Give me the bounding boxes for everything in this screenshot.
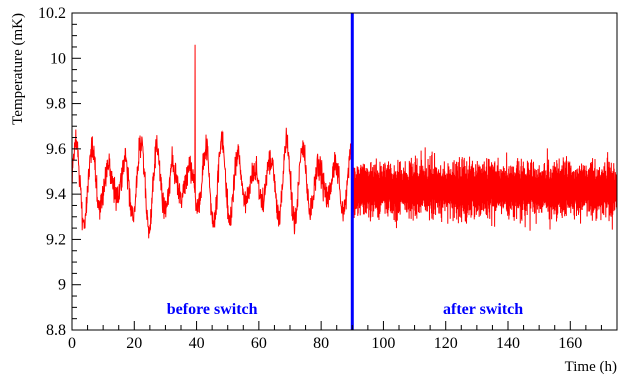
y-tick-label: 9.8 — [46, 96, 66, 113]
y-tick-label: 10.2 — [38, 5, 66, 22]
y-tick-label: 9.6 — [46, 141, 66, 158]
y-tick-label: 9 — [58, 277, 66, 294]
temperature-series-segment — [351, 147, 618, 231]
y-tick-label: 10 — [50, 50, 66, 67]
x-axis: 0 20 40 60 80 100 120 140 160 — [68, 321, 618, 352]
annotation-label: before switch — [167, 301, 258, 318]
annotations: before switch after switch — [167, 301, 524, 318]
x-tick-label: 120 — [434, 335, 458, 352]
series-layer — [71, 44, 618, 239]
y-tick-label: 8.8 — [46, 322, 66, 339]
annotation-label: after switch — [443, 301, 523, 318]
y-axis-title: Temperature (mK) — [10, 13, 26, 125]
x-tick-label: 80 — [313, 335, 329, 352]
x-tick-label: 40 — [189, 335, 205, 352]
x-tick-label: 160 — [558, 335, 582, 352]
y-tick-label: 9.2 — [46, 231, 66, 248]
x-tick-label: 100 — [371, 335, 395, 352]
x-tick-label: 0 — [68, 335, 76, 352]
x-tick-label: 20 — [126, 335, 142, 352]
temperature-series-segment — [71, 44, 353, 239]
x-tick-label: 60 — [251, 335, 267, 352]
y-tick-label: 9.4 — [46, 186, 66, 203]
x-axis-title: Time (h) — [565, 359, 617, 375]
x-tick-label: 140 — [496, 335, 520, 352]
y-axis: 8.8 9 9.2 9.4 9.6 9.8 10 10.2 — [38, 5, 81, 339]
